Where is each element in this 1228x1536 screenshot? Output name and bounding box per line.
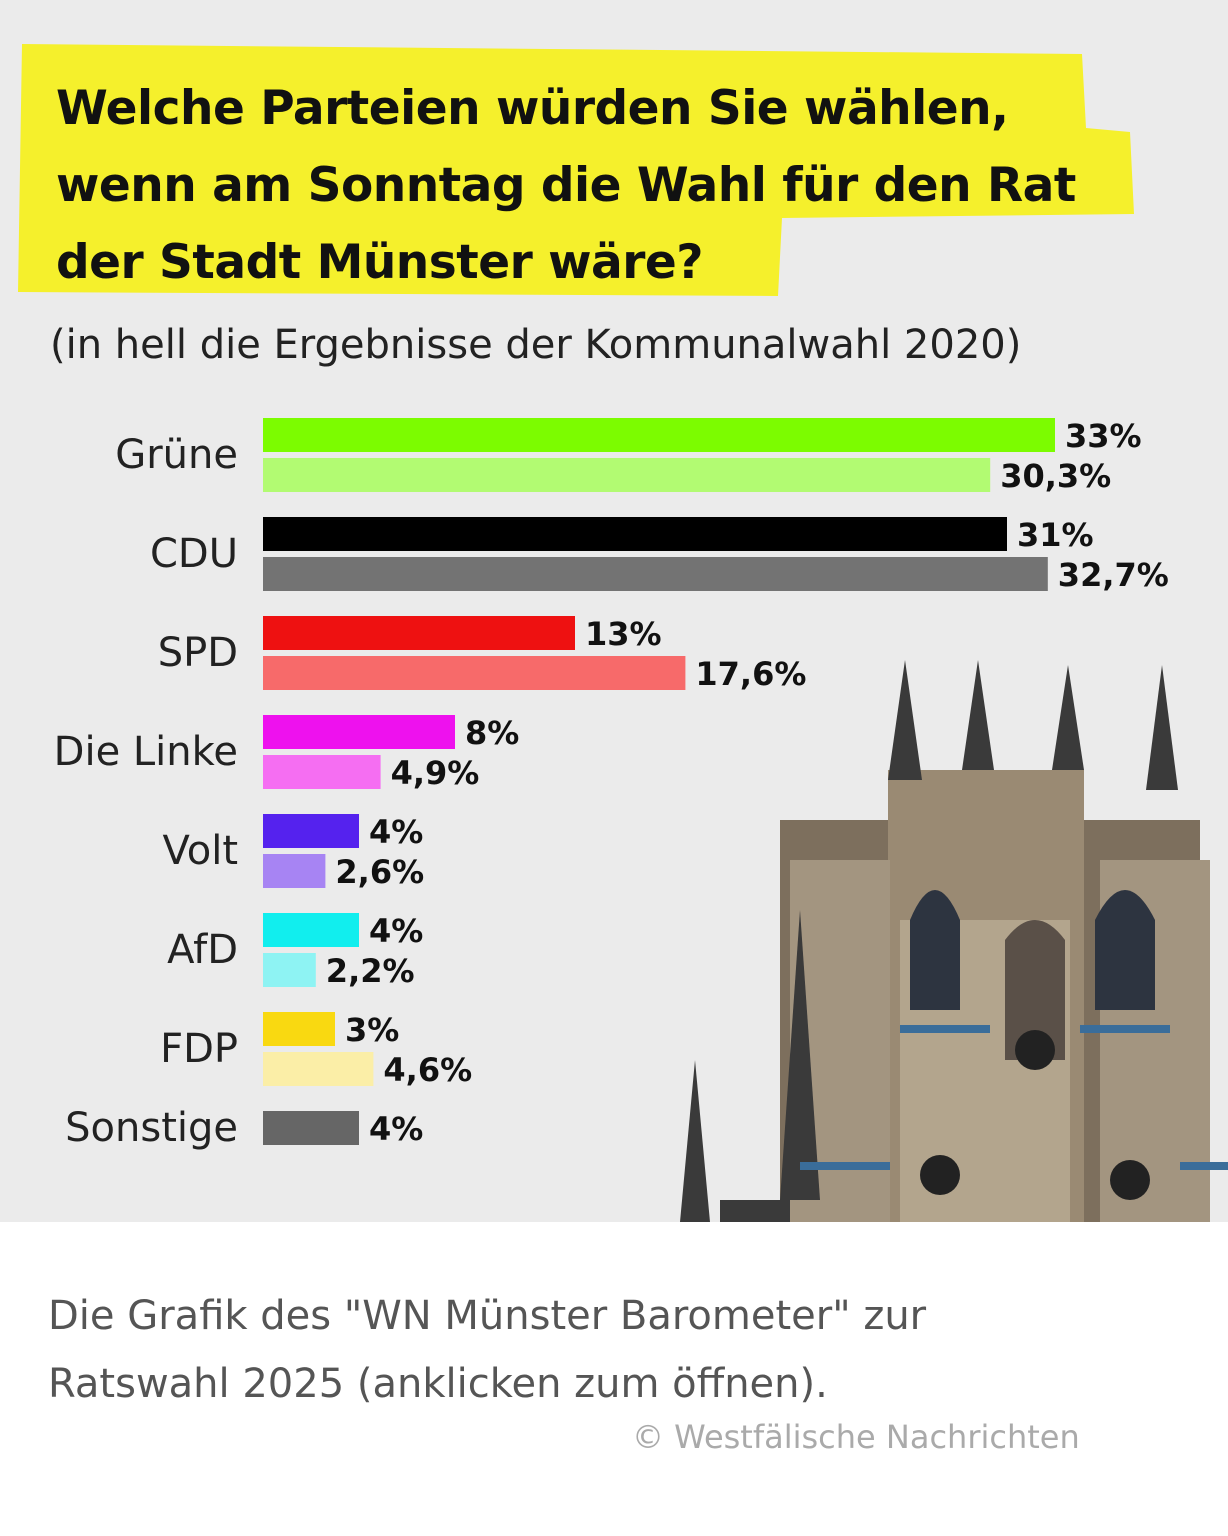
value-label-gruene-survey: 33% [1065,417,1142,455]
image-caption[interactable]: Die Grafik des "WN Münster Barometer" zu… [48,1282,1188,1418]
value-label-spd-survey: 13% [585,615,662,653]
headline-highlight [18,44,1134,296]
cathedral-facade-image [680,660,1228,1222]
bar-fdp-survey [263,1012,335,1046]
bar-die-linke-survey [263,715,455,749]
bar-volt-2020 [263,854,326,888]
value-label-afd-survey: 4% [369,912,423,950]
value-label-fdp-survey: 3% [345,1011,399,1049]
category-label-volt: Volt [162,828,238,874]
headline-line-3: der Stadt Münster wäre? [56,235,704,290]
headline-line-2: wenn am Sonntag die Wahl für den Rat [56,158,1076,213]
bar-cdu-survey [263,517,1007,551]
value-label-gruene-2020: 30,3% [1000,457,1111,495]
headline-line-1: Welche Parteien würden Sie wählen, [56,81,1009,136]
bar-gruene-survey [263,418,1055,452]
value-label-cdu-survey: 31% [1017,516,1094,554]
bar-gruene-2020 [263,458,991,492]
bar-chart: Grüne 33%30,3% CDU 31%32,7% SPD 13% 17,6% Die L… [54,417,1169,1151]
chart-graphic[interactable]: Welche Parteien würden Sie wählen, wenn … [0,0,1228,1222]
bar-fdp-2020 [263,1052,374,1086]
category-label-fdp: FDP [160,1026,238,1072]
category-label-cdu: CDU [150,531,238,577]
category-label-gruene: Grüne [115,432,238,478]
bar-cdu-2020 [263,557,1048,591]
bar-spd-2020 [263,656,686,690]
category-label-spd: SPD [158,630,238,676]
value-label-volt-survey: 4% [369,813,423,851]
image-credit: © Westfälische Nachrichten [632,1418,1080,1456]
value-label-sonstige-survey: 4% [369,1110,423,1148]
headline: Welche Parteien würden Sie wählen, wenn … [56,70,1176,301]
bar-spd-survey [263,616,575,650]
value-label-die-linke-survey: 8% [465,714,519,752]
bar-die-linke-2020 [263,755,381,789]
value-label-cdu-2020: 32,7% [1058,556,1169,594]
bar-afd-survey [263,913,359,947]
category-label-sonstige: Sonstige [65,1105,238,1151]
value-label-volt-2020: 2,6% [335,853,424,891]
value-label-spd-2020: 17,6% [695,655,806,693]
bar-sonstige-survey [263,1111,359,1145]
category-label-afd: AfD [167,927,238,973]
value-label-fdp-2020: 4,6% [383,1051,472,1089]
bar-volt-survey [263,814,359,848]
chart-subtitle: (in hell die Ergebnisse der Kommunalwahl… [50,322,1022,368]
caption-line-2: Ratswahl 2025 (anklicken zum öffnen). [48,1361,828,1407]
value-label-die-linke-2020: 4,9% [391,754,480,792]
bar-afd-2020 [263,953,316,987]
value-label-afd-2020: 2,2% [326,952,415,990]
category-label-die-linke: Die Linke [54,729,238,775]
caption-line-1: Die Grafik des "WN Münster Barometer" zu… [48,1293,927,1339]
